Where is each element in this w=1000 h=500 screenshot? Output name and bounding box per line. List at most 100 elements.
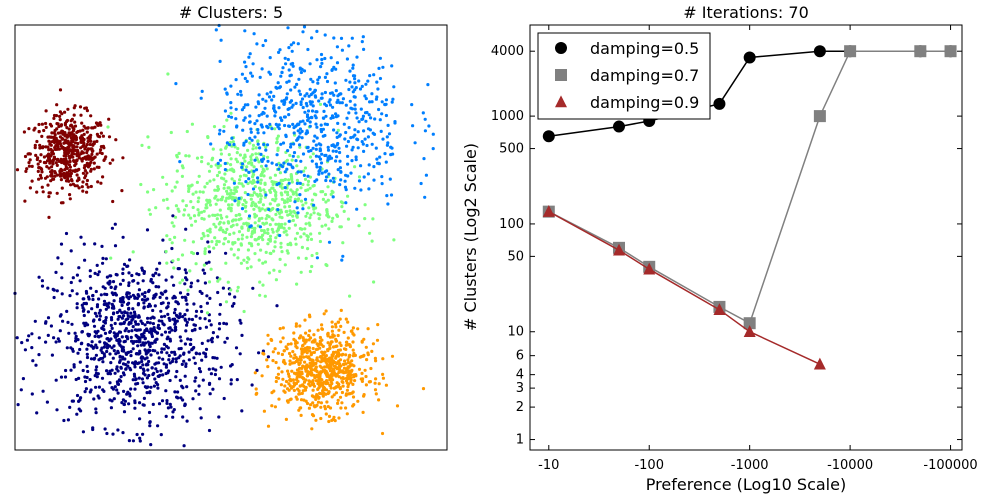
scatter-point — [308, 315, 312, 319]
scatter-point — [357, 120, 361, 124]
scatter-point — [275, 304, 279, 308]
scatter-point — [344, 406, 348, 410]
scatter-point — [211, 147, 215, 151]
scatter-point — [126, 317, 130, 321]
scatter-point — [102, 328, 106, 332]
scatter-point — [46, 183, 50, 187]
scatter-point — [351, 390, 355, 394]
scatter-point — [48, 161, 52, 165]
scatter-point — [278, 269, 282, 273]
scatter-point — [187, 154, 191, 158]
scatter-point — [129, 387, 133, 391]
scatter-point — [104, 307, 108, 311]
scatter-point — [338, 166, 342, 170]
scatter-point — [91, 293, 95, 298]
scatter-point — [214, 225, 218, 229]
scatter-point — [294, 372, 298, 376]
scatter-point — [95, 139, 99, 143]
scatter-point — [55, 163, 59, 167]
scatter-point — [292, 356, 296, 360]
scatter-point — [278, 171, 282, 175]
scatter-point — [236, 92, 240, 96]
scatter-point — [186, 184, 191, 188]
scatter-point — [173, 296, 177, 300]
scatter-point — [410, 103, 414, 107]
scatter-point — [121, 431, 125, 435]
scatter-point — [153, 349, 157, 353]
scatter-point — [353, 74, 357, 78]
scatter-point — [56, 147, 60, 151]
scatter-point — [64, 157, 68, 161]
scatter-point — [129, 335, 133, 339]
scatter-point — [329, 56, 333, 60]
scatter-point — [236, 147, 240, 151]
scatter-point — [116, 351, 120, 355]
scatter-point — [242, 173, 246, 177]
scatter-point — [351, 66, 355, 70]
scatter-point — [51, 287, 55, 291]
scatter-point — [172, 350, 176, 354]
scatter-point — [162, 362, 166, 366]
scatter-point — [86, 126, 90, 130]
scatter-point — [16, 403, 20, 407]
scatter-point — [320, 61, 324, 65]
scatter-point — [82, 124, 86, 128]
scatter-point — [238, 174, 243, 178]
scatter-point — [334, 366, 338, 370]
scatter-point — [293, 85, 297, 89]
scatter-point — [70, 289, 74, 293]
scatter-point — [107, 301, 111, 305]
scatter-point — [131, 341, 135, 345]
scatter-point — [69, 178, 74, 182]
scatter-point — [94, 353, 98, 357]
scatter-point — [22, 130, 26, 134]
scatter-point — [326, 198, 330, 202]
scatter-point — [148, 212, 152, 216]
scatter-point — [289, 195, 293, 199]
scatter-point — [324, 153, 328, 157]
scatter-point — [370, 142, 374, 146]
scatter-point — [127, 281, 131, 285]
scatter-point — [287, 388, 291, 392]
scatter-point — [141, 341, 145, 345]
scatter-point — [308, 120, 312, 124]
scatter-point — [177, 347, 181, 351]
scatter-point — [317, 217, 321, 221]
scatter-point — [119, 375, 123, 379]
scatter-point — [109, 285, 113, 289]
scatter-point — [242, 258, 246, 262]
scatter-point — [365, 143, 369, 148]
scatter-point — [59, 375, 64, 379]
scatter-point — [249, 235, 253, 239]
series-point — [743, 325, 756, 338]
scatter-point — [229, 111, 233, 115]
scatter-point — [237, 196, 241, 200]
scatter-point — [115, 388, 119, 392]
scatter-point — [184, 329, 188, 333]
scatter-point — [395, 404, 400, 408]
scatter-point — [344, 188, 348, 192]
scatter-point — [52, 295, 56, 300]
scatter-point — [33, 143, 37, 147]
scatter-point — [320, 366, 324, 370]
scatter-point — [305, 211, 309, 215]
scatter-point — [44, 340, 48, 344]
scatter-point — [319, 190, 323, 194]
scatter-point — [106, 281, 110, 285]
scatter-point — [212, 125, 217, 129]
scatter-point — [40, 170, 44, 174]
scatter-point — [288, 359, 292, 363]
scatter-point — [109, 361, 113, 365]
scatter-point — [351, 326, 355, 330]
scatter-point — [251, 143, 256, 147]
scatter-point — [326, 341, 330, 345]
scatter-point — [332, 65, 336, 69]
scatter-point — [137, 376, 141, 380]
scatter-point — [289, 397, 293, 401]
scatter-point — [289, 88, 293, 92]
scatter-point — [112, 331, 116, 335]
scatter-point — [350, 359, 354, 363]
scatter-point — [118, 354, 122, 358]
scatter-point — [295, 341, 299, 345]
scatter-point — [215, 173, 220, 178]
